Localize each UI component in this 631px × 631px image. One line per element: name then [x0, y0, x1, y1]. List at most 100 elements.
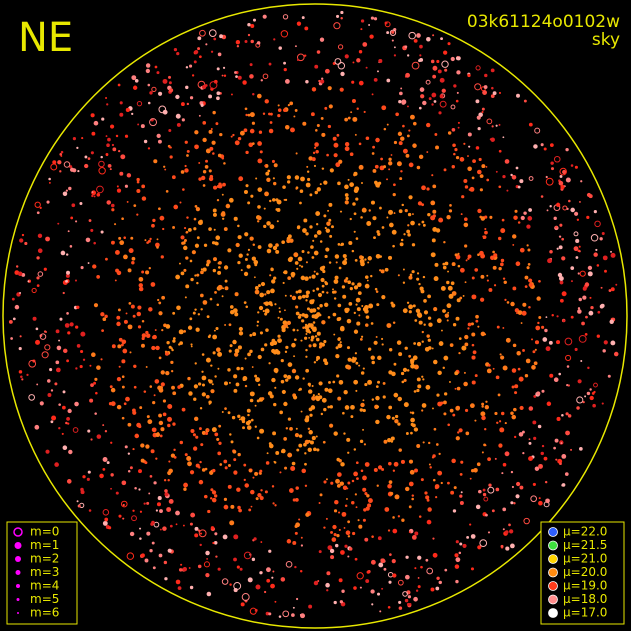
- star: [344, 146, 350, 152]
- star: [269, 121, 273, 124]
- star: [327, 545, 333, 551]
- star: [61, 432, 64, 435]
- star: [450, 56, 455, 62]
- star: [74, 279, 78, 282]
- star: [275, 249, 280, 254]
- star: [326, 571, 331, 576]
- star: [408, 275, 413, 280]
- star: [277, 108, 282, 112]
- star: [393, 54, 397, 57]
- star: [407, 212, 412, 217]
- star: [528, 406, 534, 411]
- star: [371, 93, 374, 96]
- star: [296, 267, 299, 270]
- star: [205, 573, 210, 578]
- star: [136, 213, 139, 216]
- star: [394, 494, 400, 500]
- star: [158, 311, 163, 316]
- star: [579, 200, 581, 203]
- star: [321, 290, 325, 294]
- star: [299, 189, 304, 193]
- star: [433, 359, 438, 365]
- star: [236, 366, 240, 371]
- star: [301, 319, 305, 323]
- star: [233, 582, 242, 590]
- star: [609, 319, 614, 325]
- star: [212, 212, 217, 217]
- star: [194, 308, 197, 311]
- star: [478, 489, 482, 494]
- star: [265, 461, 270, 465]
- star: [393, 183, 396, 187]
- star: [477, 208, 482, 214]
- star: [234, 348, 240, 354]
- star: [338, 266, 342, 270]
- star: [558, 372, 562, 376]
- star: [120, 500, 128, 508]
- star: [313, 361, 317, 364]
- star: [264, 99, 269, 104]
- star: [252, 92, 255, 96]
- star: [145, 444, 150, 449]
- star: [366, 494, 370, 498]
- star: [422, 275, 426, 279]
- star: [264, 343, 268, 347]
- star: [499, 353, 502, 356]
- star: [451, 165, 455, 169]
- star: [62, 390, 66, 394]
- star: [540, 195, 544, 198]
- star: [484, 228, 487, 231]
- star: [519, 485, 524, 490]
- star: [93, 195, 96, 198]
- star: [195, 435, 199, 439]
- star: [133, 364, 137, 369]
- star: [140, 343, 145, 348]
- star: [371, 398, 375, 401]
- star: [277, 104, 280, 107]
- star: [432, 74, 437, 79]
- star: [273, 276, 277, 280]
- star: [159, 434, 163, 438]
- star: [156, 133, 161, 139]
- star: [360, 402, 365, 408]
- star: [556, 416, 561, 421]
- star: [373, 236, 376, 240]
- star: [500, 411, 505, 416]
- star: [337, 317, 342, 321]
- star: [62, 191, 68, 196]
- star: [267, 391, 273, 396]
- star: [371, 152, 375, 155]
- star: [451, 262, 456, 267]
- star: [266, 452, 269, 455]
- star: [329, 405, 333, 409]
- star: [66, 312, 69, 315]
- star: [323, 180, 328, 185]
- star: [119, 101, 123, 105]
- star: [238, 418, 241, 421]
- star: [499, 427, 505, 433]
- star: [223, 265, 229, 270]
- star: [398, 209, 403, 214]
- star: [353, 471, 358, 477]
- star: [102, 509, 110, 516]
- star: [221, 193, 224, 196]
- star: [553, 446, 556, 450]
- star: [431, 347, 434, 350]
- star: [39, 401, 44, 406]
- star: [285, 427, 289, 430]
- star: [393, 362, 397, 366]
- star: [186, 456, 192, 461]
- star: [250, 418, 254, 422]
- star: [302, 121, 307, 126]
- star: [247, 201, 251, 205]
- star: [443, 392, 448, 396]
- star: [455, 557, 461, 563]
- star: [36, 383, 39, 386]
- star: [294, 45, 297, 48]
- star: [238, 253, 243, 258]
- star: [596, 264, 600, 267]
- star: [45, 330, 48, 333]
- star: [131, 112, 134, 116]
- star: [419, 44, 423, 49]
- star: [412, 121, 417, 126]
